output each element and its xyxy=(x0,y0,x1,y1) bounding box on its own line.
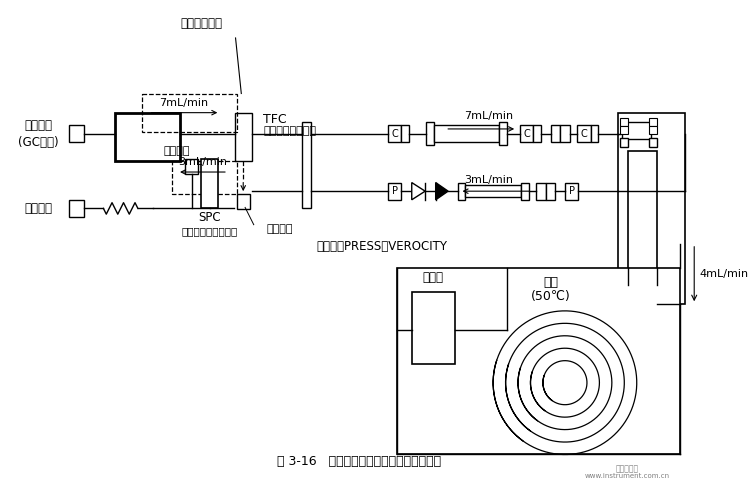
Bar xyxy=(426,122,433,145)
Bar xyxy=(172,161,238,194)
Bar xyxy=(465,185,521,197)
Text: 图 3-16   直接进样流量控制方式气路示意图: 图 3-16 直接进样流量控制方式气路示意图 xyxy=(277,455,441,468)
Bar xyxy=(235,113,252,161)
Bar xyxy=(521,183,529,200)
Polygon shape xyxy=(412,183,425,200)
Bar xyxy=(628,151,657,285)
Bar xyxy=(201,159,218,208)
Bar xyxy=(650,138,657,147)
Text: 仪器信息网: 仪器信息网 xyxy=(616,465,639,473)
Bar xyxy=(115,113,180,161)
Bar xyxy=(578,125,591,142)
Text: 压力探头: 压力探头 xyxy=(164,146,190,156)
Bar xyxy=(520,125,533,142)
Text: （总流量控制器）: （总流量控制器） xyxy=(263,126,316,136)
Bar xyxy=(533,125,541,142)
Text: 载气进口
(GC背面): 载气进口 (GC背面) xyxy=(18,119,58,149)
Bar xyxy=(433,125,499,142)
Text: P: P xyxy=(392,186,398,196)
Bar xyxy=(236,194,250,209)
Text: 控制方式PRESS或VEROCITY: 控制方式PRESS或VEROCITY xyxy=(316,240,447,253)
Text: 3mL/min: 3mL/min xyxy=(178,158,227,167)
Bar xyxy=(412,292,454,364)
Bar xyxy=(499,122,506,145)
Bar xyxy=(650,119,657,126)
Bar xyxy=(622,122,651,140)
Bar xyxy=(398,268,680,454)
Bar xyxy=(142,94,236,132)
Polygon shape xyxy=(436,183,448,200)
Bar xyxy=(69,125,84,142)
Text: C: C xyxy=(580,129,587,139)
Bar xyxy=(388,125,401,142)
Text: 7mL/min: 7mL/min xyxy=(464,111,513,122)
Bar xyxy=(546,183,555,200)
Text: 压力探头: 压力探头 xyxy=(266,224,292,234)
Text: 控制方式流量: 控制方式流量 xyxy=(180,17,222,30)
Bar xyxy=(302,122,311,208)
Bar xyxy=(620,126,628,134)
Text: C: C xyxy=(524,129,530,139)
Bar xyxy=(565,183,578,200)
Bar xyxy=(617,113,685,304)
Text: 吹扫出口: 吹扫出口 xyxy=(24,202,52,215)
Bar xyxy=(69,200,84,217)
Bar xyxy=(560,125,570,142)
Bar xyxy=(591,125,598,142)
Bar xyxy=(184,159,198,174)
Text: SPC: SPC xyxy=(199,211,221,224)
Bar xyxy=(550,125,560,142)
Text: （隔膜吹扫控制器）: （隔膜吹扫控制器） xyxy=(182,226,238,236)
Text: 4mL/min: 4mL/min xyxy=(699,269,748,280)
Bar xyxy=(401,125,409,142)
Text: C: C xyxy=(392,129,398,139)
Text: TFC: TFC xyxy=(263,113,287,126)
Text: 3mL/min: 3mL/min xyxy=(464,175,513,184)
Text: 柱箱: 柱箱 xyxy=(543,276,558,288)
Bar xyxy=(650,126,657,134)
Bar xyxy=(536,183,546,200)
Text: 7mL/min: 7mL/min xyxy=(159,98,209,108)
Text: www.instrument.com.cn: www.instrument.com.cn xyxy=(584,472,670,479)
Text: P: P xyxy=(568,186,574,196)
Bar xyxy=(620,119,628,126)
Text: (50℃): (50℃) xyxy=(531,290,571,303)
Bar xyxy=(458,183,465,200)
Text: 检测器: 检测器 xyxy=(422,271,443,284)
Bar xyxy=(388,183,401,200)
Bar xyxy=(620,138,628,147)
